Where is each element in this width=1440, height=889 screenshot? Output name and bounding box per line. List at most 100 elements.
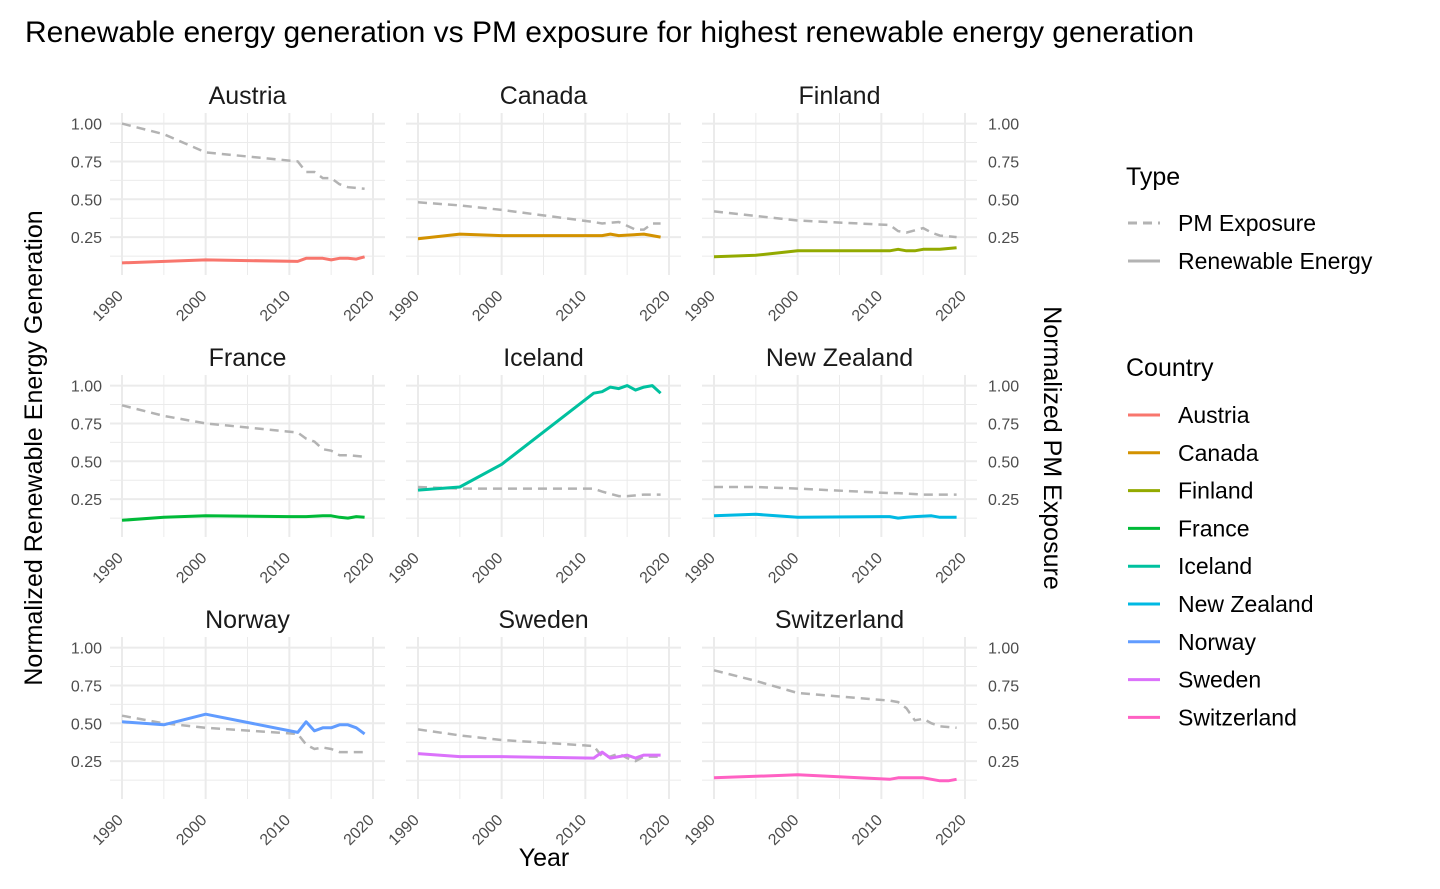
panel-switzerland: Switzerland 0.25 0.50 0.75 1.00 1990 2000 2010 2… [682,606,1020,849]
x-tick-label: 2010 [257,550,294,587]
y2-tick-label: 0.50 [988,454,1019,471]
x-tick-label: 2000 [173,288,210,325]
x-tick-label: 2020 [341,812,378,849]
y2-tick-label: 1.00 [988,641,1019,658]
y2-tick-label: 1.00 [988,379,1019,396]
y-tick-label: 0.75 [71,416,102,433]
series-pm-exposure [121,404,365,459]
y2-tick-label: 0.25 [988,754,1019,771]
y2-tick-label: 0.50 [988,192,1019,209]
y2-tick-label: 0.25 [988,492,1019,509]
series-pm-exposure [121,714,365,754]
panel-title: Austria [209,82,287,110]
x-tick-label: 2010 [257,812,294,849]
x-tick-label: 2000 [173,550,210,587]
panel-title: Sweden [498,606,588,634]
y-tick-label: 0.25 [71,492,102,509]
panel-canada: Canada 1990 2000 2010 2020 [386,82,681,325]
x-tick-label: 1990 [90,550,127,587]
legend-label-sweden: Sweden [1178,667,1261,693]
y2-tick-label: 0.50 [988,716,1019,733]
secondary-y-axis-title: Normalized PM Exposure [1038,306,1066,589]
x-tick-label: 2020 [341,550,378,587]
legend-label-finland: Finland [1178,478,1253,504]
series-pm-exposure [121,122,365,190]
legend-label-switzerland: Switzerland [1178,704,1297,730]
x-tick-label: 2020 [637,812,674,849]
x-tick-label: 2020 [933,288,970,325]
series-pm-exposure [714,485,957,496]
x-tick-label: 1990 [386,550,423,587]
series-renewable-energy [121,712,366,736]
x-tick-label: 1990 [682,550,719,587]
y2-tick-label: 0.75 [988,416,1019,433]
legend-type: Type PM Exposure Renewable Energy [1126,163,1373,274]
y-tick-label: 1.00 [71,117,102,134]
y-tick-label: 1.00 [71,379,102,396]
x-tick-label: 2020 [637,550,674,587]
legend-label-norway: Norway [1178,629,1256,655]
x-tick-label: 2000 [765,550,802,587]
x-tick-label: 2020 [637,288,674,325]
y2-tick-label: 0.75 [988,678,1019,695]
x-tick-label: 2000 [469,288,506,325]
panel-title: Canada [500,82,588,110]
legend-country-title: Country [1126,354,1214,382]
x-tick-label: 2010 [849,288,886,325]
legend-label-pm-exposure: PM Exposure [1178,210,1316,236]
series-renewable-energy [417,750,661,760]
series-pm-exposure [713,210,957,239]
y-tick-label: 0.50 [71,454,102,471]
panel-france: France 0.25 0.50 0.75 1.00 1990 2000 2010 2020 [71,344,385,587]
series-pm-exposure [417,485,661,498]
x-tick-label: 2020 [933,812,970,849]
series-pm-exposure [713,669,957,730]
x-tick-label: 1990 [90,288,127,325]
x-tick-label: 1990 [386,288,423,325]
x-tick-label: 2010 [849,550,886,587]
x-tick-label: 2010 [849,812,886,849]
panel-title: Finland [799,82,881,110]
x-tick-label: 1990 [386,812,423,849]
series-renewable-energy [713,773,957,783]
legend-label-renewable-energy: Renewable Energy [1178,248,1373,274]
panel-title: Switzerland [775,606,904,634]
panel-new-zealand: New Zealand 0.25 0.50 0.75 1.00 1990 2000 2010 2… [682,344,1020,587]
x-tick-label: 1990 [90,812,127,849]
panel-title: New Zealand [766,344,913,372]
series-renewable-energy [713,246,957,259]
x-tick-label: 2000 [765,812,802,849]
panel-title: Iceland [503,344,584,372]
x-tick-label: 2000 [173,812,210,849]
y2-tick-label: 0.25 [988,230,1019,247]
legend-label-canada: Canada [1178,440,1259,466]
legend-type-title: Type [1126,163,1180,191]
x-axis-title: Year [519,844,570,872]
y-tick-label: 0.50 [71,192,102,209]
y-axis-title: Normalized Renewable Energy Generation [20,210,48,685]
legend-country: Country Austria Canada Finland France Icelan… [1126,354,1314,730]
chart-title: Renewable energy generation vs PM exposu… [25,16,1194,49]
series-renewable-energy [417,232,661,241]
y-tick-label: 0.25 [71,230,102,247]
y-tick-label: 0.50 [71,716,102,733]
x-tick-label: 2020 [933,550,970,587]
legend-label-iceland: Iceland [1178,553,1252,579]
y-tick-label: 0.25 [71,754,102,771]
y-tick-label: 0.75 [71,678,102,695]
legend-label-new-zealand: New Zealand [1178,591,1314,617]
panel-finland: Finland 0.25 0.50 0.75 1.00 1990 2000 2010 2020 [682,82,1020,325]
series-renewable-energy [417,384,662,492]
panel-title: Norway [205,606,290,634]
x-tick-label: 2020 [341,288,378,325]
legend-label-france: France [1178,515,1250,541]
x-tick-label: 2010 [553,550,590,587]
series-renewable-energy [121,514,365,522]
y2-tick-label: 1.00 [988,117,1019,134]
y2-tick-label: 0.75 [988,154,1019,171]
x-tick-label: 2000 [469,550,506,587]
series-renewable-energy [121,255,366,265]
x-tick-label: 2010 [553,288,590,325]
